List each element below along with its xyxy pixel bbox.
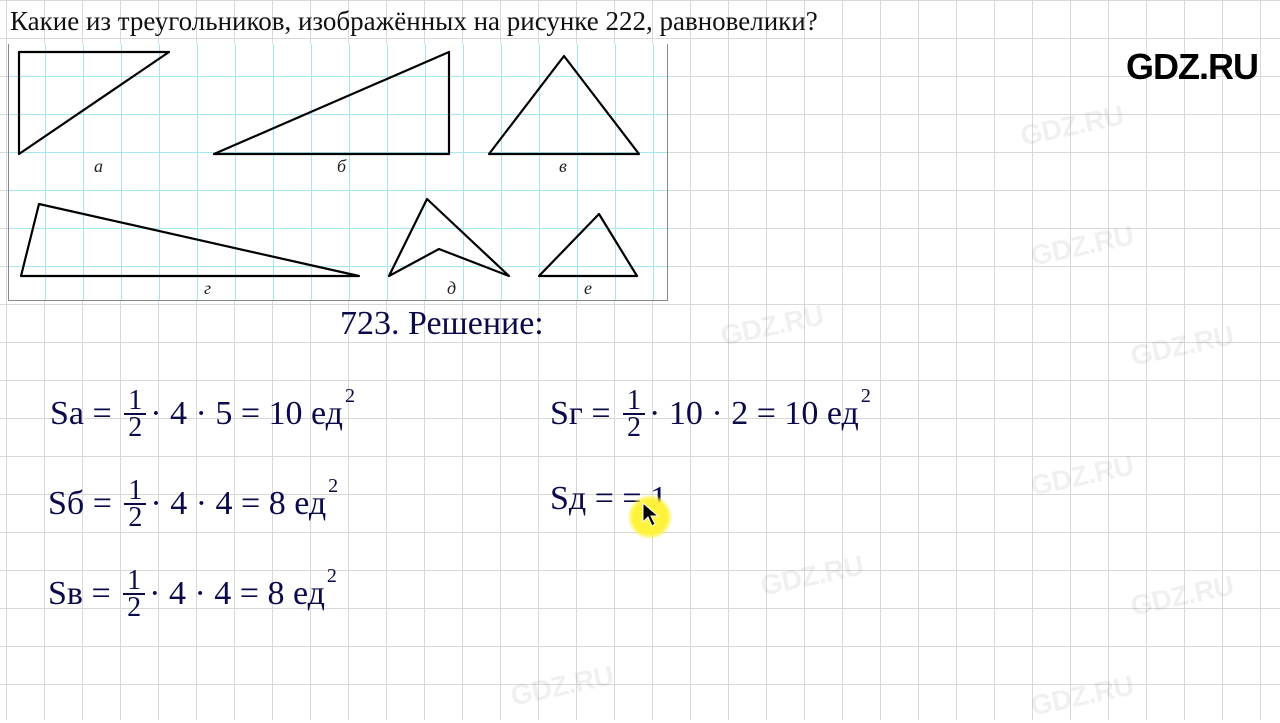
triangle-e (539, 214, 637, 276)
site-logo: GDZ.RU (1126, 46, 1258, 88)
solution-line-2: Sв = 12· 4 · 4 = 8 ед2 (48, 570, 335, 622)
triangle-d (389, 199, 509, 276)
triangle-v (489, 56, 639, 154)
triangle-label-e: е (584, 278, 592, 299)
triangle-label-b: б (337, 156, 346, 177)
triangle-a (19, 52, 169, 154)
solution-title: 723. Решение: (340, 305, 544, 343)
triangle-label-a: а (94, 156, 103, 177)
solution-line-0: Sа = 12· 4 · 5 = 10 ед2 (50, 390, 353, 442)
triangle-label-d: д (447, 278, 456, 299)
solution-line-3: Sг = 12· 10 · 2 = 10 ед2 (550, 390, 869, 442)
figure-222: а б в г д е (8, 44, 668, 301)
solution-line-1: Sб = 12· 4 · 4 = 8 ед2 (48, 480, 336, 532)
question-text: Какие из треугольников, изображённых на … (10, 6, 818, 37)
cursor-icon (642, 502, 660, 528)
triangle-label-v: в (559, 156, 567, 177)
triangle-b (214, 52, 449, 154)
triangle-label-g: г (204, 278, 211, 299)
triangle-g (21, 204, 359, 276)
